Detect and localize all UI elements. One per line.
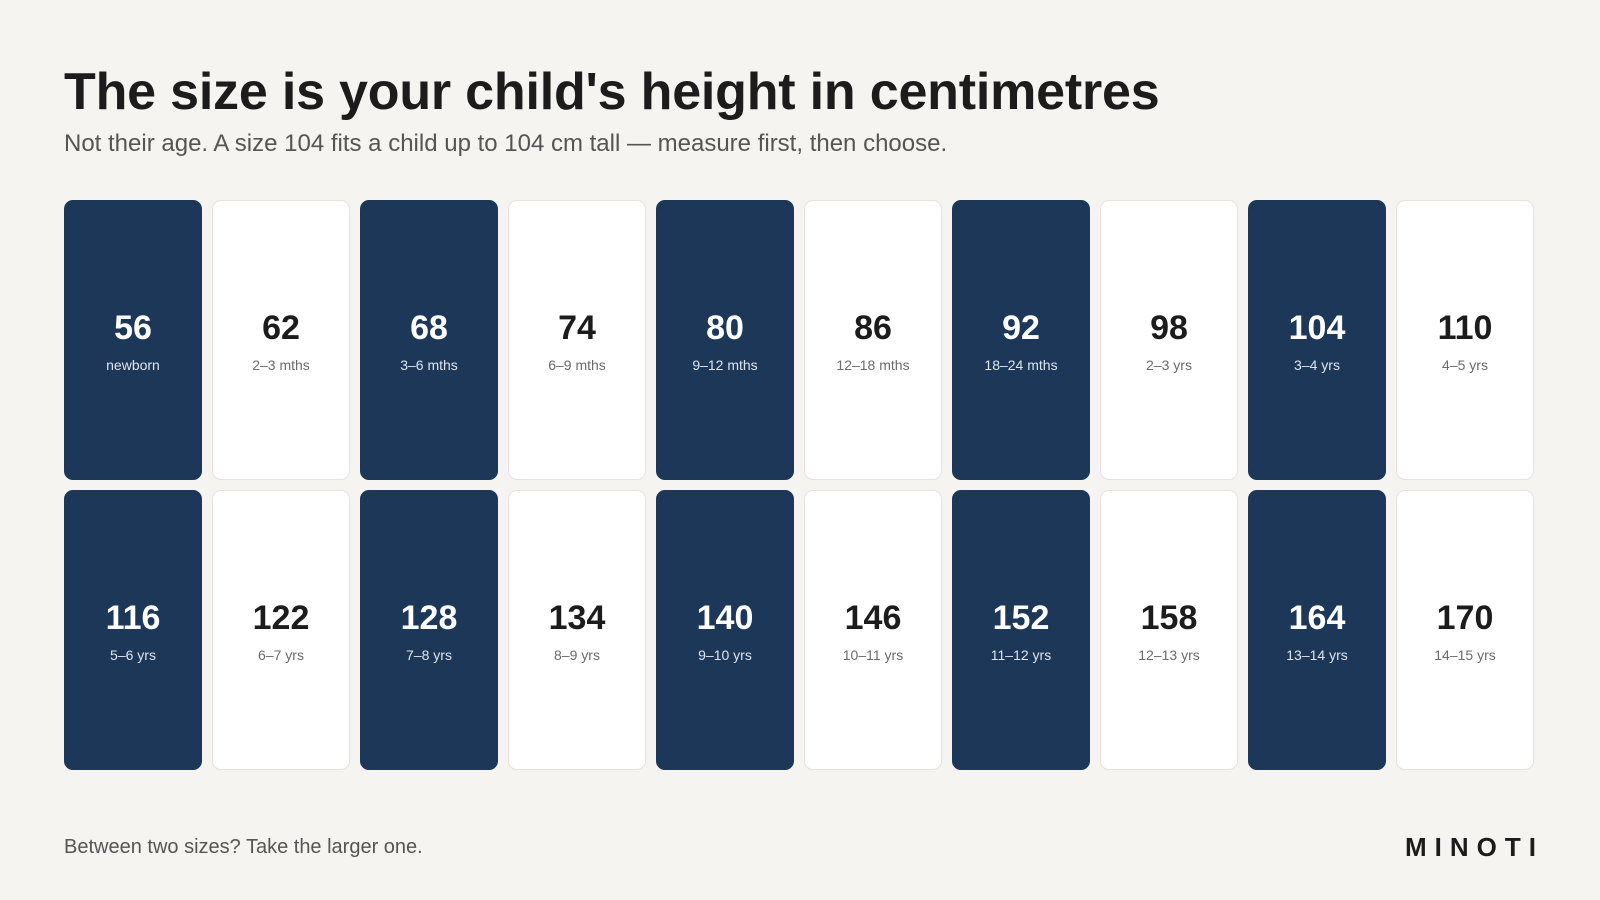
size-card: 56 newborn — [64, 200, 202, 480]
size-card: 140 9–10 yrs — [656, 490, 794, 770]
footer-note: Between two sizes? Take the larger one. — [64, 836, 423, 858]
age-range: 3–4 yrs — [1294, 357, 1340, 373]
page-subtitle: Not their age. A size 104 fits a child u… — [64, 130, 948, 157]
size-value: 116 — [105, 599, 161, 637]
size-value: 146 — [844, 599, 902, 637]
size-value: 152 — [992, 599, 1050, 637]
size-value: 92 — [1002, 309, 1040, 347]
size-card: 152 11–12 yrs — [952, 490, 1090, 770]
size-card: 110 4–5 yrs — [1396, 200, 1534, 480]
age-range: 3–6 mths — [400, 357, 458, 373]
age-range: 14–15 yrs — [1434, 647, 1496, 663]
age-range: 6–9 mths — [548, 357, 606, 373]
age-range: 2–3 yrs — [1146, 357, 1192, 373]
size-value: 170 — [1436, 599, 1494, 637]
age-range: 7–8 yrs — [406, 647, 452, 663]
size-value: 74 — [558, 309, 596, 347]
size-value: 134 — [548, 599, 606, 637]
age-range: 12–13 yrs — [1138, 647, 1200, 663]
size-card: 86 12–18 mths — [804, 200, 942, 480]
size-value: 164 — [1288, 599, 1346, 637]
size-card: 146 10–11 yrs — [804, 490, 942, 770]
size-value: 68 — [410, 309, 448, 347]
size-card: 98 2–3 yrs — [1100, 200, 1238, 480]
age-range: 10–11 yrs — [842, 647, 904, 663]
size-card: 74 6–9 mths — [508, 200, 646, 480]
size-value: 98 — [1150, 309, 1188, 347]
size-value: 56 — [114, 309, 152, 347]
size-value: 104 — [1288, 309, 1346, 347]
size-value: 62 — [262, 309, 300, 347]
size-value: 122 — [252, 599, 310, 637]
size-card: 134 8–9 yrs — [508, 490, 646, 770]
age-range: 11–12 yrs — [990, 647, 1052, 663]
age-range: newborn — [106, 357, 160, 373]
size-grid: 56 newborn 62 2–3 mths 68 3–6 mths 74 6–9 mths 8… — [64, 200, 1536, 770]
size-value: 158 — [1140, 599, 1198, 637]
size-guide-page: The size is your child's height in centi… — [64, 0, 1536, 900]
age-range: 12–18 mths — [836, 357, 910, 373]
age-range: 9–10 yrs — [698, 647, 752, 663]
size-value: 128 — [400, 599, 458, 637]
age-range: 18–24 mths — [984, 357, 1058, 373]
size-card: 62 2–3 mths — [212, 200, 350, 480]
size-card: 164 13–14 yrs — [1248, 490, 1386, 770]
size-card: 104 3–4 yrs — [1248, 200, 1386, 480]
size-card: 128 7–8 yrs — [360, 490, 498, 770]
size-card: 122 6–7 yrs — [212, 490, 350, 770]
size-card: 68 3–6 mths — [360, 200, 498, 480]
size-value: 110 — [1437, 309, 1493, 347]
size-card: 170 14–15 yrs — [1396, 490, 1534, 770]
size-value: 140 — [696, 599, 754, 637]
age-range: 2–3 mths — [252, 357, 310, 373]
age-range: 9–12 mths — [692, 357, 758, 373]
size-card: 92 18–24 mths — [952, 200, 1090, 480]
size-value: 80 — [706, 309, 744, 347]
size-card: 116 5–6 yrs — [64, 490, 202, 770]
age-range: 6–7 yrs — [258, 647, 304, 663]
size-card: 80 9–12 mths — [656, 200, 794, 480]
size-card: 158 12–13 yrs — [1100, 490, 1238, 770]
age-range: 4–5 yrs — [1442, 357, 1488, 373]
age-range: 5–6 yrs — [110, 647, 156, 663]
age-range: 13–14 yrs — [1286, 647, 1348, 663]
age-range: 8–9 yrs — [554, 647, 600, 663]
size-value: 86 — [854, 309, 892, 347]
brand-logo: MINOTI — [1405, 832, 1544, 862]
page-title: The size is your child's height in centi… — [64, 63, 1160, 121]
